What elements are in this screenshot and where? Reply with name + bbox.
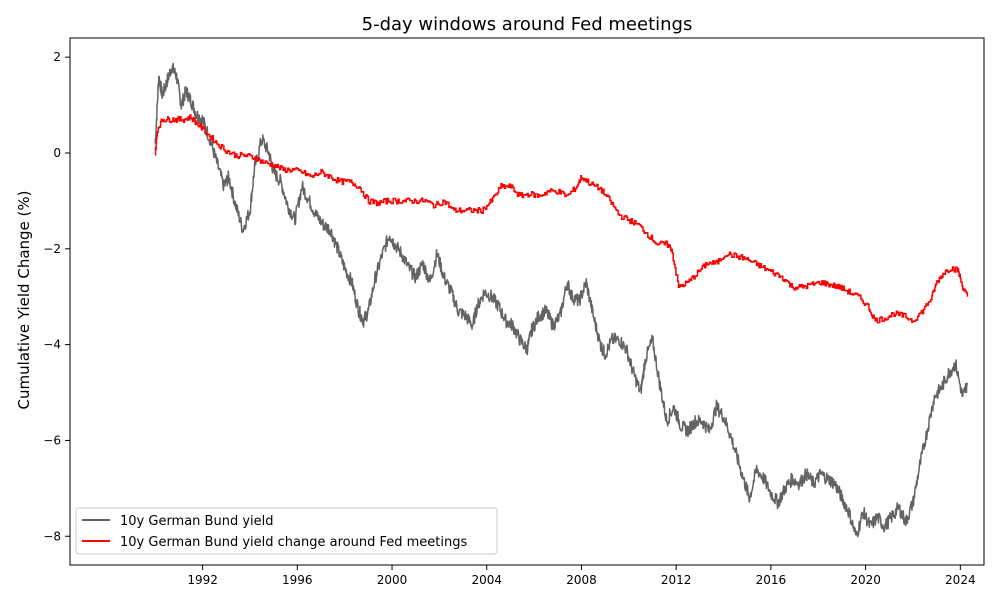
x-tick-label: 2000 — [377, 573, 408, 587]
x-tick-label: 2012 — [661, 573, 692, 587]
x-axis: 1992 1996 2000 2004 2008 2012 2016 2020 2024 — [187, 565, 976, 587]
plot-frame — [69, 37, 985, 566]
y-tick-label: −4 — [43, 338, 61, 352]
y-tick-label: 0 — [53, 146, 61, 160]
x-tick-label: 1992 — [187, 573, 218, 587]
x-tick-label: 2020 — [850, 573, 881, 587]
plot-lines — [154, 62, 969, 538]
y-axis-label: Cumulative Yield Change (%) — [15, 190, 33, 409]
y-tick-label: −2 — [43, 242, 61, 256]
y-tick-label: 2 — [53, 50, 61, 64]
legend: 10y German Bund yield 10y German Bund yi… — [75, 507, 498, 555]
x-tick-label: 2016 — [756, 573, 787, 587]
series-line-bund-yield — [154, 62, 969, 538]
x-tick-label: 1996 — [282, 573, 313, 587]
x-tick-label: 2004 — [471, 573, 502, 587]
chart-title: 5-day windows around Fed meetings — [362, 14, 693, 35]
legend-label-fed-meetings: 10y German Bund yield change around Fed … — [120, 535, 467, 550]
x-tick-label: 2008 — [566, 573, 597, 587]
y-axis: 2 0 −2 −4 −6 −8 — [43, 50, 70, 543]
legend-box — [75, 507, 498, 555]
series-line-fed-meetings — [154, 114, 969, 324]
y-tick-label: −6 — [43, 433, 61, 447]
x-tick-label: 2024 — [945, 573, 976, 587]
y-tick-label: −8 — [43, 529, 61, 543]
legend-label-bund-yield: 10y German Bund yield — [120, 514, 274, 529]
